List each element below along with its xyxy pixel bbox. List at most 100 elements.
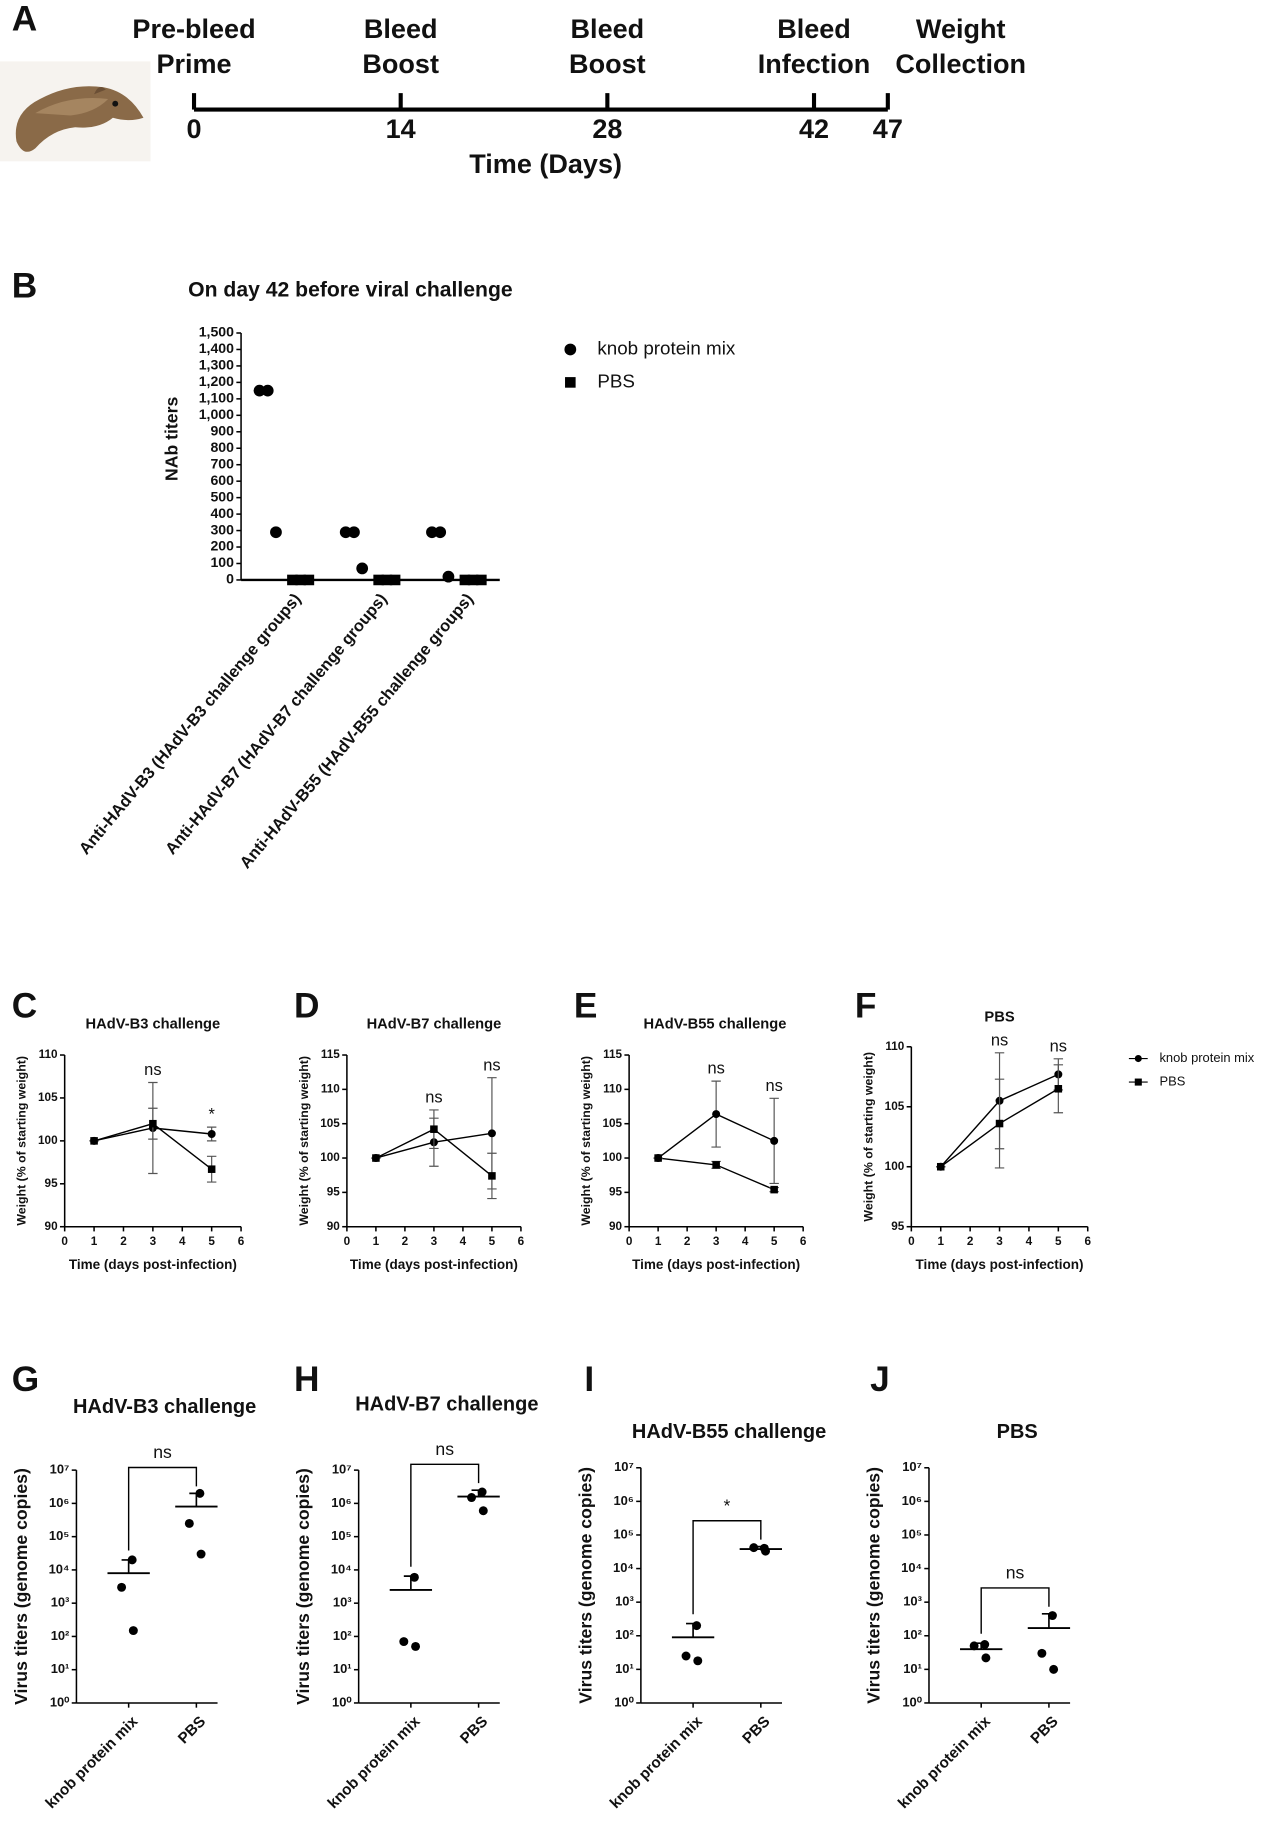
y-tick-label: 800 [210, 439, 234, 455]
y-tick-label: 10¹ [903, 1661, 922, 1676]
event-label: Boost [569, 49, 646, 79]
y-tick-label: 105 [38, 1091, 58, 1104]
error-bar [189, 1492, 204, 1507]
event-label: Collection [895, 49, 1026, 79]
x-tick-label: 0 [187, 114, 202, 144]
y-tick-label: 10⁷ [332, 1462, 352, 1477]
annotation: ns [707, 1060, 724, 1078]
panel-letter: J [870, 1360, 890, 1399]
y-tick-label: 110 [39, 1048, 58, 1061]
legend-marker [1134, 1055, 1142, 1063]
data-point [1054, 1085, 1063, 1093]
shrew-body [15, 86, 144, 152]
y-tick-label: 105 [320, 1117, 340, 1130]
event-label: Bleed [364, 14, 438, 44]
event-label: Prime [156, 49, 231, 79]
x-tick-label: 1 [91, 1235, 98, 1248]
event-label: Bleed [777, 14, 851, 44]
data-point [207, 1165, 216, 1173]
x-tick-label: 6 [1084, 1235, 1091, 1248]
annotation: ns [1050, 1037, 1067, 1055]
y-tick-label: 1,400 [199, 340, 234, 356]
error-bar [121, 1559, 136, 1574]
data-point [681, 1651, 691, 1661]
y-tick-label: 10⁶ [902, 1493, 922, 1508]
annotation: ns [153, 1442, 172, 1462]
data-point [1049, 1664, 1059, 1674]
y-tick-label: 600 [210, 472, 234, 488]
event-label: Boost [362, 49, 439, 79]
y-axis-label: Weight (% of starting weight) [297, 1056, 311, 1226]
y-tick-label: 95 [45, 1177, 59, 1190]
data-point [399, 1637, 409, 1647]
data-point [90, 1137, 98, 1145]
data-point [287, 574, 298, 586]
data-point [196, 1549, 206, 1559]
panel-letter: G [12, 1360, 39, 1399]
data-point [478, 1506, 488, 1516]
y-tick-label: 10³ [51, 1595, 70, 1610]
y-tick-label: 1,300 [199, 357, 234, 373]
data-point [348, 526, 360, 539]
panel-letter: C [12, 986, 37, 1025]
y-tick-label: 10⁷ [614, 1459, 634, 1474]
y-tick-label: 10³ [333, 1595, 352, 1610]
legend-marker [565, 377, 576, 388]
y-axis-label: NAb titers [162, 397, 182, 481]
x-tick-label: 4 [179, 1235, 186, 1248]
y-tick-label: 100 [38, 1134, 58, 1147]
data-point [712, 1110, 721, 1119]
y-tick-label: 10² [615, 1627, 634, 1642]
y-tick-label: 110 [321, 1082, 340, 1095]
annotation: ns [435, 1439, 454, 1459]
data-point [770, 1136, 779, 1145]
annotation: ns [1006, 1562, 1025, 1582]
x-tick-label: 6 [800, 1235, 807, 1248]
legend-label: knob protein mix [597, 337, 736, 358]
y-tick-label: 105 [885, 1100, 905, 1113]
x-tick-label: PBS [175, 1713, 209, 1747]
chart-title: HAdV-B7 challenge [355, 1394, 538, 1416]
data-point [467, 574, 479, 586]
x-tick-label: 6 [238, 1235, 245, 1248]
event-label: Weight [916, 14, 1006, 44]
data-point [749, 1543, 759, 1553]
y-tick-label: 10¹ [615, 1661, 634, 1676]
x-tick-label: 2 [967, 1235, 974, 1248]
y-tick-label: 100 [210, 554, 234, 570]
x-tick-label: knob protein mix [325, 1713, 424, 1812]
y-tick-label: 10³ [615, 1594, 634, 1609]
data-point [372, 1154, 380, 1162]
y-tick-label: 1,000 [199, 406, 234, 422]
x-tick-label: 3 [996, 1235, 1003, 1248]
data-point [409, 1572, 419, 1582]
y-tick-label: 10¹ [51, 1661, 70, 1676]
error-bar [1041, 1612, 1056, 1629]
x-tick-label: 5 [208, 1235, 215, 1248]
event-label: Infection [758, 49, 871, 79]
significance-bracket [410, 1463, 480, 1567]
y-axis-label: Virus titers (genome copies) [293, 1468, 313, 1705]
data-point [381, 574, 393, 586]
chart-title: HAdV-B55 challenge [644, 1016, 787, 1032]
x-tick-label: 3 [150, 1235, 157, 1248]
data-point [303, 574, 315, 586]
panel-letter: B [12, 267, 37, 306]
data-point [430, 1125, 438, 1133]
y-tick-label: 10⁵ [613, 1526, 633, 1541]
data-point [270, 526, 282, 539]
y-tick-label: 10⁶ [613, 1493, 633, 1508]
y-axis-label: Virus titers (genome copies) [575, 1467, 595, 1704]
data-point [207, 1130, 216, 1138]
panel-letter: I [584, 1360, 594, 1399]
data-point [770, 1185, 778, 1194]
data-point [936, 1162, 945, 1171]
x-tick-label: 3 [713, 1235, 720, 1248]
annotation: * [208, 1106, 215, 1124]
x-tick-label: 4 [742, 1235, 749, 1248]
y-tick-label: 1,200 [199, 373, 234, 389]
y-tick-label: 10⁴ [901, 1560, 922, 1575]
data-point [459, 574, 471, 586]
y-tick-label: 105 [602, 1117, 622, 1130]
y-tick-label: 90 [609, 1220, 623, 1233]
